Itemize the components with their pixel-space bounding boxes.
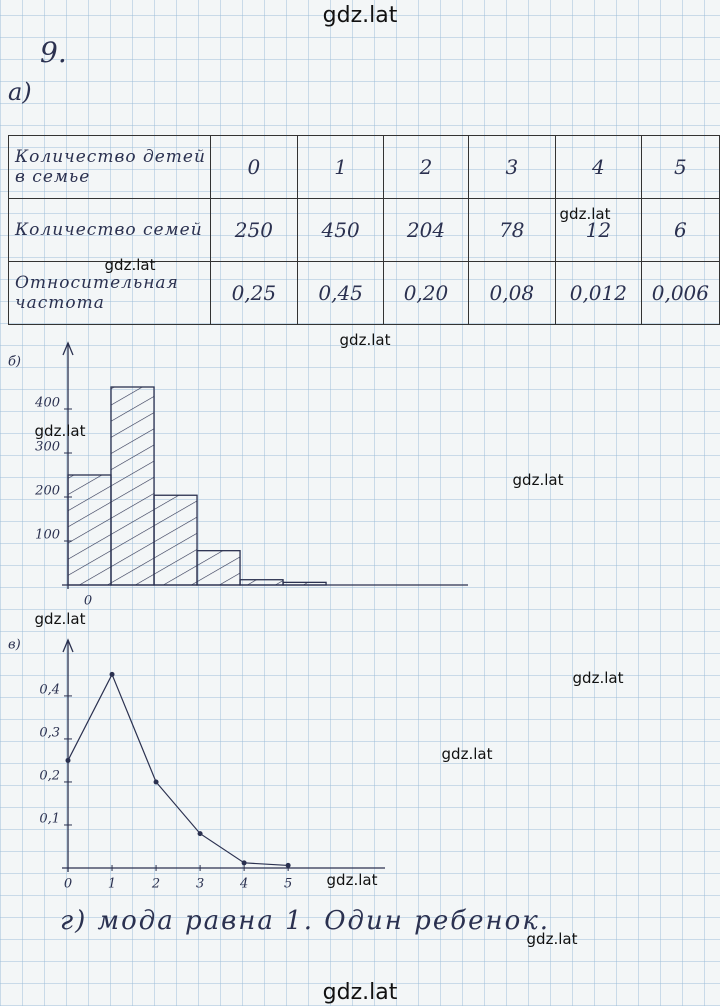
table-row: Относительная частота 0,25 0,45 0,20 0,08 0,0… bbox=[8, 261, 720, 325]
table-cell: 450 bbox=[296, 198, 385, 262]
x-tick-label: 1 bbox=[108, 877, 116, 892]
point bbox=[153, 779, 159, 785]
x-tick-label: 2 bbox=[151, 877, 160, 892]
table-cell: 0,20 bbox=[383, 261, 469, 325]
task-number: 9. bbox=[40, 36, 67, 69]
table-row: Количество семей 250 450 204 78 12 6 bbox=[8, 198, 720, 262]
table-cell: 2 bbox=[383, 135, 469, 199]
y-tick-label: 300 bbox=[35, 440, 60, 455]
axis-arrow bbox=[62, 638, 74, 653]
part-label: а) bbox=[8, 78, 32, 106]
table-cell: 1 bbox=[296, 135, 385, 199]
watermark: gdz.lat bbox=[34, 422, 86, 440]
y-tick-label: 400 bbox=[34, 396, 60, 411]
watermark: gdz.lat bbox=[322, 980, 398, 1005]
histogram-bar bbox=[67, 474, 112, 586]
table-row: Количество детей в семье 0 1 2 3 4 5 bbox=[8, 135, 720, 199]
watermark: gdz.lat bbox=[441, 745, 493, 763]
point bbox=[197, 831, 203, 837]
point bbox=[65, 757, 71, 763]
table-cell: 0,006 bbox=[640, 261, 720, 325]
point bbox=[241, 860, 247, 866]
table-cell: 0 bbox=[209, 135, 298, 199]
axis-arrow bbox=[62, 341, 74, 356]
table-cell: 4 bbox=[554, 135, 642, 199]
watermark: gdz.lat bbox=[322, 3, 398, 28]
frequency-line bbox=[67, 672, 289, 867]
table-cell: 78 bbox=[467, 198, 556, 262]
histogram-bar bbox=[282, 581, 327, 586]
x-tick-label: 3 bbox=[196, 877, 204, 892]
y-tick-label: 0,3 bbox=[39, 725, 60, 740]
watermark: gdz.lat bbox=[104, 256, 156, 274]
table-cell: 0,012 bbox=[554, 261, 642, 325]
histogram-bar bbox=[239, 579, 284, 586]
table-cell: 0,25 bbox=[209, 261, 298, 325]
frequency-table: Количество детей в семье 0 1 2 3 4 5 Количество… bbox=[8, 135, 720, 325]
chart-title: в) bbox=[8, 638, 21, 653]
table-cell: 250 bbox=[209, 198, 298, 262]
row-header: Количество семей bbox=[8, 198, 211, 262]
table-cell: 5 bbox=[640, 135, 720, 199]
table-cell: 0,45 bbox=[296, 261, 385, 325]
x-tick-label: 5 bbox=[284, 877, 292, 892]
watermark: gdz.lat bbox=[512, 471, 564, 489]
row-header: Относительная частота bbox=[8, 261, 211, 325]
watermark: gdz.lat bbox=[559, 205, 611, 223]
x-tick-label: 0 bbox=[64, 877, 72, 892]
y-tick-label: 200 bbox=[34, 484, 60, 499]
table-cell: 3 bbox=[467, 135, 556, 199]
table-cell: 204 bbox=[383, 198, 469, 262]
histogram-bar bbox=[153, 494, 198, 586]
x-tick-label: 4 bbox=[239, 877, 248, 892]
y-tick-label: 0,1 bbox=[39, 811, 60, 826]
table-cell: 0,08 bbox=[467, 261, 556, 325]
point bbox=[109, 671, 115, 677]
y-tick-label: 0,2 bbox=[39, 768, 60, 783]
watermark: gdz.lat bbox=[34, 610, 86, 628]
y-tick-label: 0,4 bbox=[39, 682, 60, 697]
watermark: gdz.lat bbox=[572, 669, 624, 687]
y-tick-label: 100 bbox=[35, 528, 60, 543]
answer: г) мода равна 1. Один ребенок. bbox=[60, 906, 551, 936]
histogram-bar bbox=[110, 386, 155, 586]
watermark: gdz.lat bbox=[339, 331, 391, 349]
chart-title: б) bbox=[8, 355, 21, 370]
x-tick-label: 0 bbox=[84, 594, 92, 609]
histogram-bar bbox=[196, 550, 241, 586]
watermark: gdz.lat bbox=[526, 930, 578, 948]
point bbox=[285, 862, 291, 868]
watermark: gdz.lat bbox=[326, 871, 378, 889]
